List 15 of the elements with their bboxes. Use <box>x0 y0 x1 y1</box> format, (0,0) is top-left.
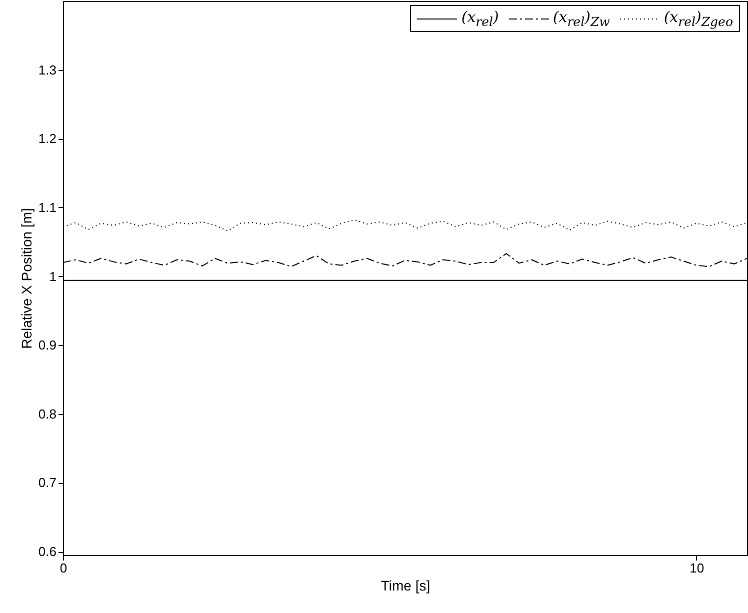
y-tick-label: 0.6 <box>38 544 56 560</box>
legend-label: (x$_{rel}$) <box>461 8 499 29</box>
y-axis-title: Relative X Position [m] <box>18 208 34 349</box>
y-tick-label: 1.1 <box>38 200 56 215</box>
legend-label: (x$_{rel}$)$_{Zgeo}$ <box>664 8 733 29</box>
y-tick-label: 1.2 <box>38 131 56 146</box>
y-tick-label: 0.9 <box>38 338 56 353</box>
x-tick-label: 10 <box>690 560 704 576</box>
x-axis-title: Time [s] <box>380 578 430 594</box>
y-tick-label: 0.8 <box>38 406 56 422</box>
y-tick-label: 0.7 <box>38 475 56 490</box>
y-tick-label: 1.3 <box>38 62 56 78</box>
legend-label: (x$_{rel}$)$_{Zw}$ <box>552 8 610 29</box>
y-tick-label: 1 <box>49 268 56 284</box>
x-tick-label: 0 <box>60 560 68 576</box>
